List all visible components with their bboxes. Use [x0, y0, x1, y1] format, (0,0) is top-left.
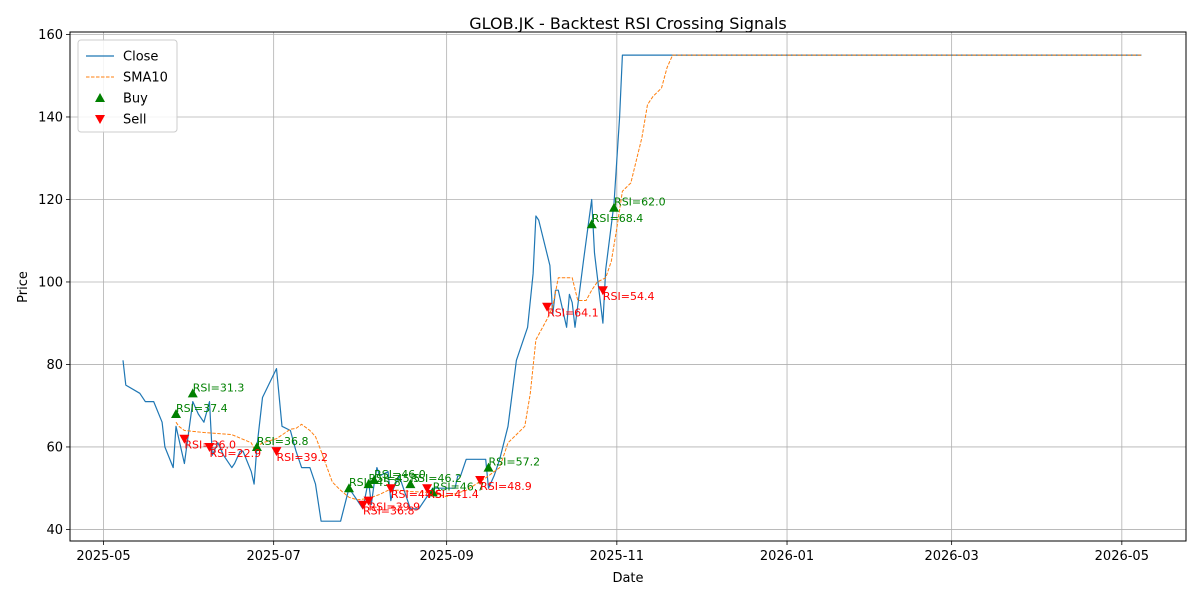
y-tick-label: 60: [46, 440, 63, 455]
legend-label-buy: Buy: [123, 92, 148, 107]
y-tick-label: 100: [38, 275, 63, 290]
buy-marker: [369, 474, 380, 484]
sell-marker: [597, 286, 608, 296]
buy-marker: [483, 462, 494, 472]
sell-marker: [542, 302, 553, 312]
sell-signal-label: RSI=41.4: [427, 488, 479, 501]
sell-signal-label: RSI=44.5: [391, 488, 443, 501]
buy-marker: [609, 202, 620, 212]
x-tick-label: 2025-11: [590, 549, 644, 564]
x-tick-label: 2026-03: [924, 549, 978, 564]
sell-marker: [271, 447, 282, 457]
y-tick-label: 80: [46, 358, 63, 373]
y-tick-label: 40: [46, 523, 63, 538]
y-tick-label: 120: [38, 193, 63, 208]
x-tick-label: 2025-07: [247, 549, 301, 564]
x-tick-label: 2025-05: [76, 549, 130, 564]
sell-marker: [385, 484, 396, 494]
y-axis-label: Price: [16, 271, 31, 303]
legend-label-close: Close: [123, 50, 158, 65]
plot-frame: [69, 31, 1187, 542]
x-tick-label: 2026-01: [760, 549, 814, 564]
buy-signal-label: RSI=36.8: [257, 435, 309, 448]
buy-marker: [187, 388, 198, 398]
sell-signal-label: RSI=54.4: [603, 290, 655, 303]
buy-signal-label: RSI=57.2: [489, 456, 541, 469]
sell-signal-label: RSI=36.8: [363, 505, 415, 518]
legend-box: [77, 39, 178, 133]
buy-marker: [171, 408, 182, 418]
buy-signal-label: RSI=37.4: [176, 402, 228, 415]
legend-swatch-sell: [95, 115, 105, 124]
buy-marker: [251, 441, 262, 451]
legend-label-sma: SMA10: [123, 71, 168, 86]
y-tick-label: 160: [38, 28, 63, 43]
sell-signal-label: RSI=39.9: [369, 501, 421, 514]
sell-marker: [475, 475, 486, 485]
buy-marker: [363, 479, 374, 489]
buy-signal-label: RSI=31.3: [193, 381, 245, 394]
sell-signal-label: RSI=48.9: [480, 480, 532, 493]
buy-signal-label: RSI=46.2: [410, 472, 462, 485]
buy-signal-label: RSI=46.7: [433, 480, 485, 493]
legend-label-sell: Sell: [123, 113, 146, 128]
x-axis-label: Date: [612, 571, 643, 586]
chart-title: GLOB.JK - Backtest RSI Crossing Signals: [469, 14, 786, 33]
sell-marker: [357, 500, 368, 510]
sell-marker: [179, 434, 190, 444]
plot-area: [70, 32, 1186, 541]
series-layer: [122, 54, 1142, 522]
signals-layer: RSI=37.4RSI=31.3RSI=36.8RSI=45.8RSI=45.5…: [171, 196, 666, 518]
buy-signal-label: RSI=62.0: [614, 196, 666, 209]
sell-signal-label: RSI=64.1: [547, 307, 599, 320]
x-tick-label: 2025-09: [419, 549, 473, 564]
sell-marker: [363, 496, 374, 506]
sell-marker: [422, 484, 433, 494]
axes: 2025-05 2025-07 2025-09 2025-11 2026-01 2026-…: [38, 28, 1149, 564]
buy-signal-label: RSI=68.4: [592, 212, 644, 225]
x-tick-label: 2026-05: [1095, 549, 1149, 564]
buy-signal-label: RSI=45.5: [369, 472, 421, 485]
buy-marker: [405, 479, 416, 489]
buy-marker: [586, 219, 597, 229]
sell-signal-label: RSI=22.9: [210, 447, 262, 460]
series-line-close: [122, 54, 1142, 522]
legend: Close SMA10 Buy Sell: [77, 39, 178, 133]
buy-marker: [427, 487, 438, 497]
sell-signal-label: RSI=39.2: [276, 451, 328, 464]
y-tick-label: 140: [38, 110, 63, 125]
series-line-sma10: [175, 54, 1142, 501]
buy-marker: [344, 483, 354, 493]
buy-signal-label: RSI=46.0: [374, 468, 426, 481]
legend-swatch-buy: [95, 93, 105, 102]
sell-marker: [204, 442, 215, 452]
